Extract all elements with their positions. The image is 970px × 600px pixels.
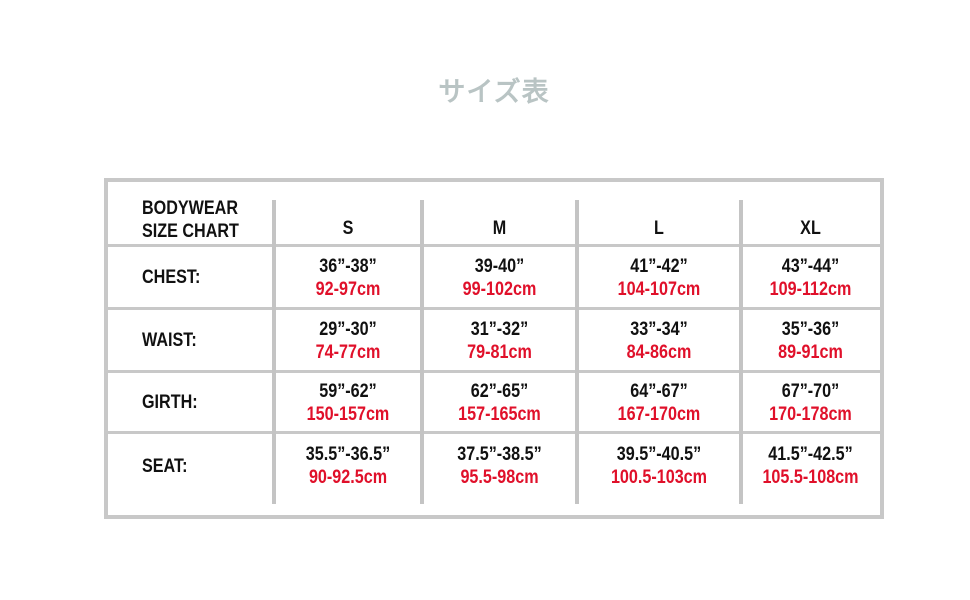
imperial-value: 43”-44” (781, 255, 840, 277)
table-cell: 36”-38” 92-97cm (285, 246, 411, 309)
table-cell: 39.5”-40.5” 100.5-103cm (589, 433, 728, 499)
table-cell: 35”-36” 89-91cm (751, 309, 869, 372)
column-divider (739, 200, 743, 504)
metric-value: 89-91cm (778, 341, 843, 363)
row-divider (108, 244, 880, 247)
row-divider (108, 370, 880, 373)
imperial-value: 41”-42” (630, 255, 688, 277)
row-label-seat: SEAT: (142, 455, 188, 477)
metric-value: 84-86cm (626, 341, 692, 363)
page-title: サイズ表 (438, 77, 550, 108)
table-cell: 37.5”-38.5” 95.5-98cm (434, 433, 566, 499)
corner-line: BODYWEAR (142, 198, 239, 219)
metric-value: 100.5-103cm (610, 467, 708, 488)
imperial-value: 35.5”-36.5” (305, 444, 391, 465)
metric-value: 104-107cm (617, 278, 701, 300)
table-cell: 39-40” 99-102cm (434, 246, 566, 309)
imperial-value: 37.5”-38.5” (457, 444, 542, 465)
column-divider (575, 200, 579, 504)
size-header-xl: XL (800, 217, 821, 239)
size-chart-table: BODYWEAR SIZE CHART S M L XL CHEST: 36”-38” 92-9… (104, 178, 884, 519)
metric-value: 109-112cm (769, 278, 852, 300)
metric-value: 105.5-108cm (762, 467, 859, 488)
imperial-value: 67”-70” (781, 380, 840, 402)
table-cell: 35.5”-36.5” 90-92.5cm (285, 433, 411, 499)
imperial-value: 39-40” (474, 255, 525, 277)
row-label-chest: CHEST: (142, 267, 201, 288)
metric-value: 90-92.5cm (308, 467, 388, 488)
metric-value: 74-77cm (315, 341, 381, 363)
table-cell: 33”-34” 84-86cm (589, 309, 728, 372)
imperial-value: 33”-34” (630, 318, 688, 340)
table-cell: 59”-62” 150-157cm (285, 372, 411, 433)
table-cell: 67”-70” 170-178cm (751, 372, 869, 433)
row-divider (108, 307, 880, 310)
metric-value: 170-178cm (769, 403, 852, 425)
metric-value: 99-102cm (462, 278, 537, 300)
imperial-value: 36”-38” (319, 255, 377, 277)
imperial-value: 39.5”-40.5” (616, 444, 702, 465)
imperial-value: 59”-62” (319, 380, 377, 402)
imperial-value: 62”-65” (470, 380, 529, 402)
metric-value: 92-97cm (315, 278, 381, 300)
imperial-value: 41.5”-42.5” (768, 444, 853, 465)
metric-value: 167-170cm (617, 403, 701, 425)
metric-value: 79-81cm (467, 341, 532, 363)
table-cell: 64”-67” 167-170cm (589, 372, 728, 433)
metric-value: 95.5-98cm (460, 467, 539, 488)
column-divider (272, 200, 276, 504)
size-header-s: S (342, 217, 354, 239)
imperial-value: 29”-30” (319, 318, 377, 340)
corner-label: BODYWEAR SIZE CHART (142, 194, 239, 246)
size-header-m: M (492, 217, 507, 239)
size-header-l: L (654, 217, 664, 239)
table-cell: 29”-30” 74-77cm (285, 309, 411, 372)
table-cell: 41.5”-42.5” 105.5-108cm (751, 433, 869, 499)
imperial-value: 31”-32” (470, 318, 529, 340)
table-cell: 43”-44” 109-112cm (751, 246, 869, 309)
metric-value: 150-157cm (306, 403, 390, 425)
row-label-waist: WAIST: (142, 330, 197, 351)
imperial-value: 35”-36” (781, 318, 840, 340)
table-cell: 62”-65” 157-165cm (434, 372, 566, 433)
metric-value: 157-165cm (458, 403, 541, 425)
row-label-girth: GIRTH: (142, 392, 198, 413)
corner-line: SIZE CHART (142, 221, 239, 242)
column-divider (420, 200, 424, 504)
row-divider (108, 431, 880, 434)
table-cell: 31”-32” 79-81cm (434, 309, 566, 372)
table-cell: 41”-42” 104-107cm (589, 246, 728, 309)
imperial-value: 64”-67” (630, 380, 688, 402)
